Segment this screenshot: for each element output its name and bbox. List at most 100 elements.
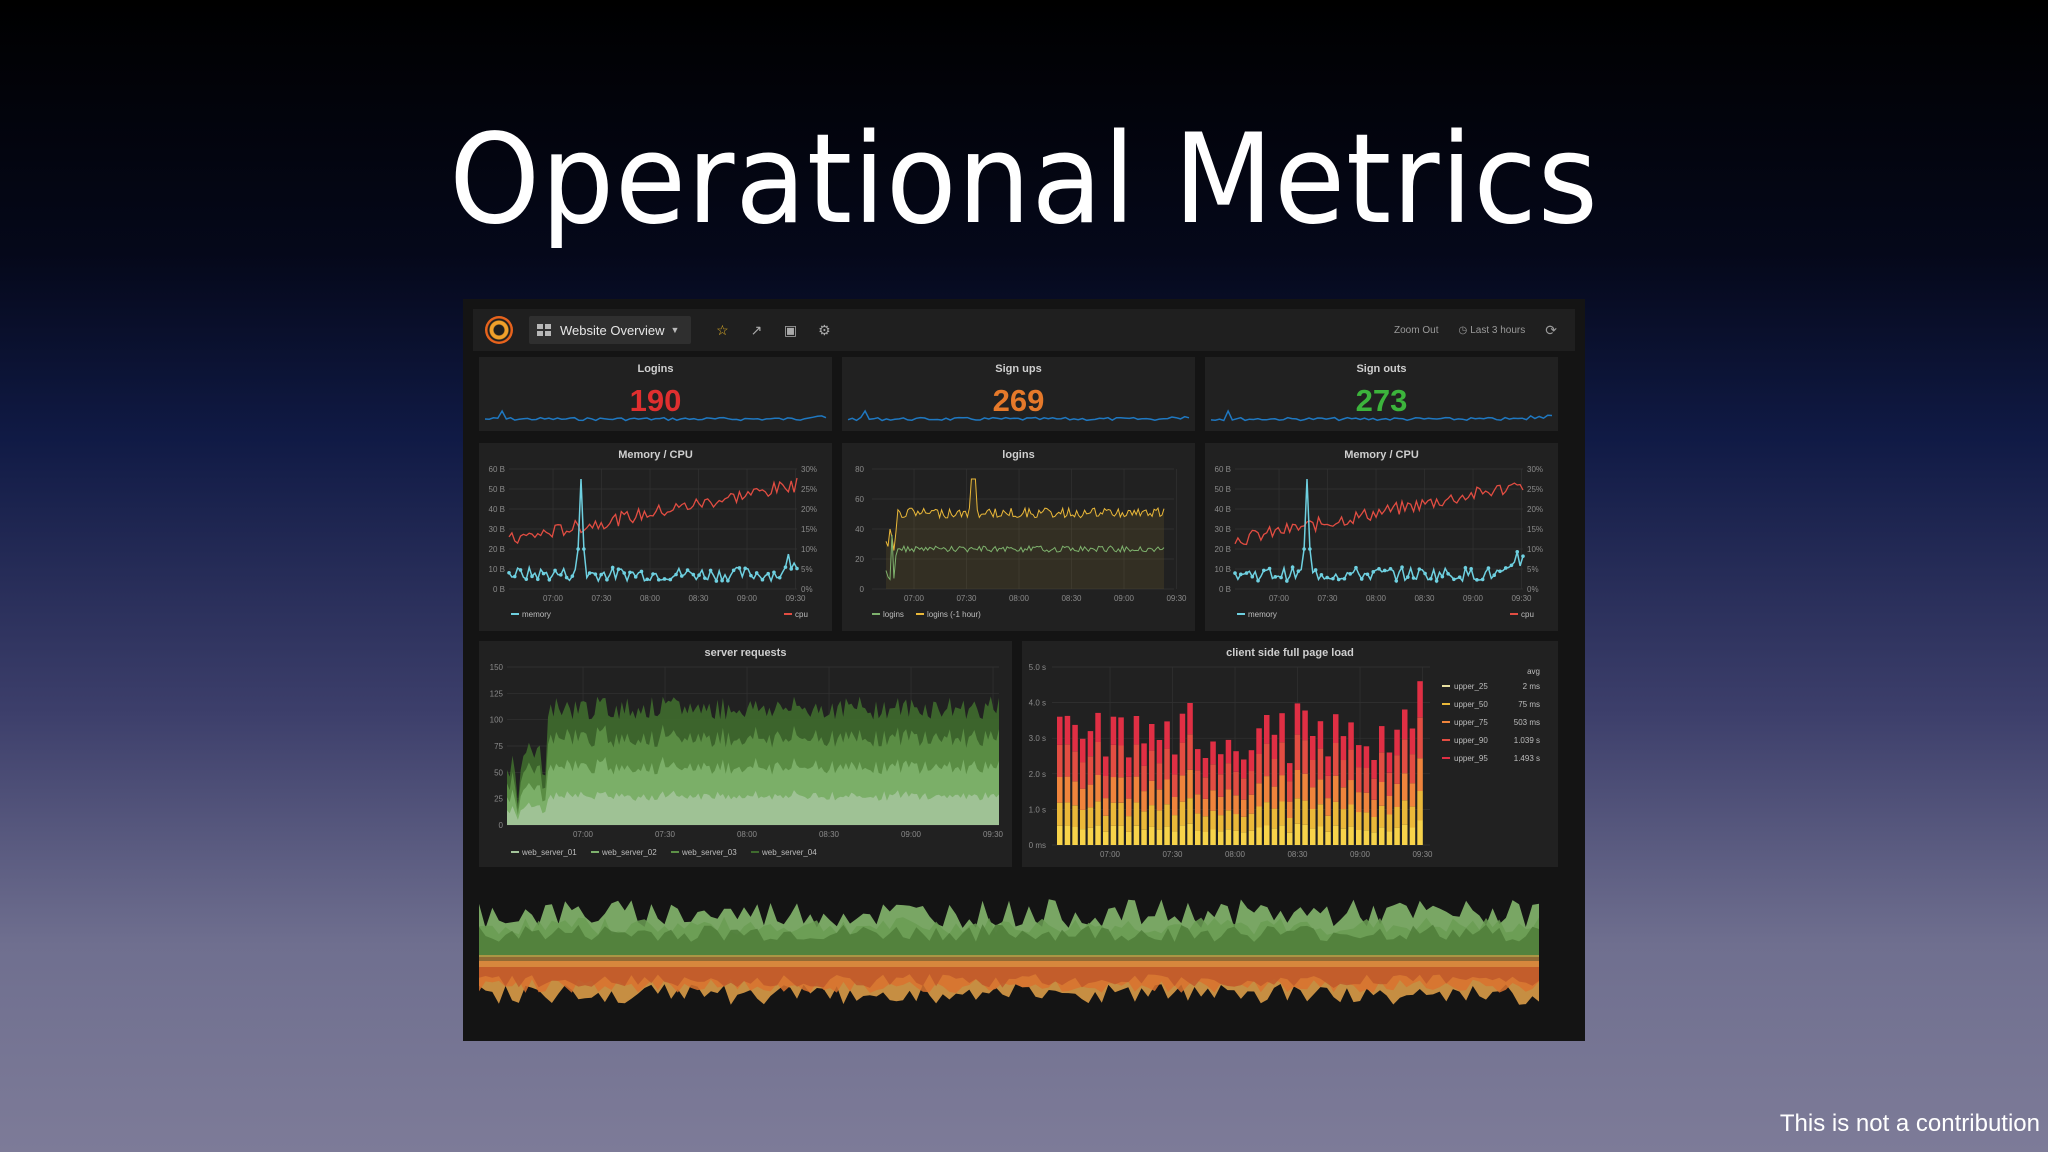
- legend-label: upper_25: [1454, 682, 1488, 691]
- bar-segment: [1310, 736, 1316, 760]
- stat-panel-signouts[interactable]: Sign outs 273: [1205, 357, 1558, 431]
- bar-segment: [1187, 703, 1193, 735]
- bar-segment: [1080, 762, 1086, 789]
- y-tick-label: 30 B: [489, 525, 505, 534]
- bar-segment: [1080, 788, 1086, 810]
- bar-segment: [1241, 759, 1247, 779]
- save-icon[interactable]: ▣: [783, 321, 798, 338]
- stat-panel-logins[interactable]: Logins 190: [479, 357, 832, 431]
- y2-tick-label: 25%: [1527, 485, 1543, 494]
- gear-icon[interactable]: ⚙: [818, 321, 831, 338]
- bar-segment: [1156, 810, 1163, 830]
- bar-segment: [1225, 763, 1232, 790]
- memory-point: [777, 575, 782, 580]
- x-tick-label: 08:30: [1287, 850, 1308, 859]
- x-tick-label: 09:30: [1511, 594, 1532, 603]
- bar-segment: [1340, 736, 1347, 761]
- memory-point: [524, 577, 529, 581]
- x-tick-label: 07:00: [1269, 594, 1290, 603]
- bar-segment: [1241, 816, 1247, 833]
- bar-segment: [1080, 829, 1086, 845]
- bar-segment: [1363, 768, 1370, 793]
- bar-segment: [1264, 802, 1270, 826]
- bar-segment: [1118, 717, 1124, 746]
- x-tick-label: 07:00: [543, 594, 564, 603]
- bar-segment: [1294, 770, 1301, 799]
- memory-cpu-panel-left[interactable]: Memory / CPU 60 B 30% 50 B 25% 40 B 20% 30 B 15…: [479, 443, 832, 631]
- bar-segment: [1225, 789, 1232, 811]
- x-tick-label: 08:00: [640, 594, 661, 603]
- bar-segment: [1149, 826, 1155, 845]
- y-tick-label: 0 B: [493, 585, 505, 594]
- bar-segment: [1187, 798, 1193, 824]
- x-tick-label: 09:00: [1350, 850, 1371, 859]
- bar-segment: [1202, 832, 1209, 845]
- bar-segment: [1064, 715, 1071, 745]
- x-tick-label: 08:00: [737, 830, 758, 839]
- bar-segment: [1126, 831, 1132, 845]
- memory-point: [1325, 575, 1329, 580]
- memory-point: [789, 567, 794, 571]
- dashboard-picker-button[interactable]: Website Overview ▼: [529, 316, 692, 344]
- y-tick-label: 4.0 s: [1029, 699, 1046, 708]
- legend-label: upper_75: [1454, 718, 1488, 727]
- bar-segment: [1371, 778, 1377, 800]
- y-tick-label: 20 B: [489, 545, 505, 554]
- bar-segment: [1118, 825, 1124, 845]
- share-icon[interactable]: ↗: [750, 321, 763, 338]
- star-icon[interactable]: ☆: [716, 321, 729, 338]
- time-range-picker[interactable]: ◷ Last 3 hours: [1458, 325, 1525, 336]
- bar-segment: [1233, 751, 1239, 772]
- zoom-out-button[interactable]: Zoom Out: [1394, 324, 1439, 336]
- memory-point: [576, 547, 580, 551]
- bar-segment: [1179, 713, 1186, 743]
- bar-segment: [1363, 830, 1370, 845]
- y-tick-label: 0: [860, 585, 865, 594]
- bar-segment: [1264, 825, 1270, 845]
- bar-segment: [1202, 758, 1209, 778]
- memory-cpu-chart: 60 B 30% 50 B 25% 40 B 20% 30 B 15% 20 B 10% 10 B 5…: [489, 465, 817, 619]
- bar-segment: [1126, 798, 1132, 817]
- bar-segment: [1195, 830, 1201, 845]
- bar-segment: [1218, 796, 1224, 816]
- memory-point: [582, 547, 586, 551]
- grafana-logo-icon[interactable]: [485, 316, 513, 344]
- bar-segment: [1187, 734, 1193, 770]
- bar-segment: [1363, 792, 1370, 813]
- stat-panel-signups[interactable]: Sign ups 269: [842, 357, 1195, 431]
- bar-segment: [1264, 715, 1270, 744]
- bar-segment: [1210, 741, 1216, 765]
- bar-segment: [1072, 827, 1078, 845]
- bar-segment: [1271, 786, 1278, 809]
- logins-panel[interactable]: logins 80 60 40 20 0 07:00 07:30 08:00 08:30 09:0…: [842, 443, 1195, 631]
- bar-segment: [1133, 802, 1140, 826]
- bar-segment: [1302, 773, 1308, 801]
- y2-tick-label: 0%: [1527, 585, 1539, 594]
- memory-point: [518, 568, 523, 572]
- bar-segment: [1325, 756, 1331, 776]
- bar-segment: [1126, 776, 1132, 799]
- server-requests-panel[interactable]: server requests 150 125 100 75 50 25 0 07:00 07:…: [479, 641, 1012, 867]
- memory-cpu-panel-right[interactable]: Memory / CPU 60 B 30% 50 B 25% 40 B 20% 30 B 15…: [1205, 443, 1558, 631]
- bar-segment: [1187, 823, 1193, 845]
- bar-segment: [1241, 799, 1247, 817]
- legend-swatch: [511, 613, 519, 615]
- bar-segment: [1371, 760, 1377, 779]
- y2-tick-label: 10%: [1527, 545, 1543, 554]
- y2-tick-label: 20%: [801, 505, 817, 514]
- bar-segment: [1287, 781, 1293, 802]
- bar-segment: [1225, 829, 1232, 845]
- x-tick-label: 08:00: [1009, 594, 1030, 603]
- bar-segment: [1333, 825, 1339, 845]
- memory-point: [639, 569, 644, 574]
- memory-cpu-chart: 60 B 30% 50 B 25% 40 B 20% 30 B 15% 20 B 10% 10 B 5…: [1215, 465, 1543, 619]
- memory-point: [1233, 571, 1237, 575]
- stat-title: Sign ups: [995, 363, 1042, 375]
- bar-segment: [1172, 797, 1178, 816]
- client-page-load-panel[interactable]: client side full page load 5.0 s 4.0 s 3.0…: [1022, 641, 1558, 867]
- bar-segment: [1264, 776, 1270, 803]
- refresh-icon[interactable]: ⟳: [1545, 321, 1557, 338]
- bar-segment: [1195, 794, 1201, 814]
- memory-point: [1359, 577, 1364, 581]
- memory-point: [1267, 566, 1272, 571]
